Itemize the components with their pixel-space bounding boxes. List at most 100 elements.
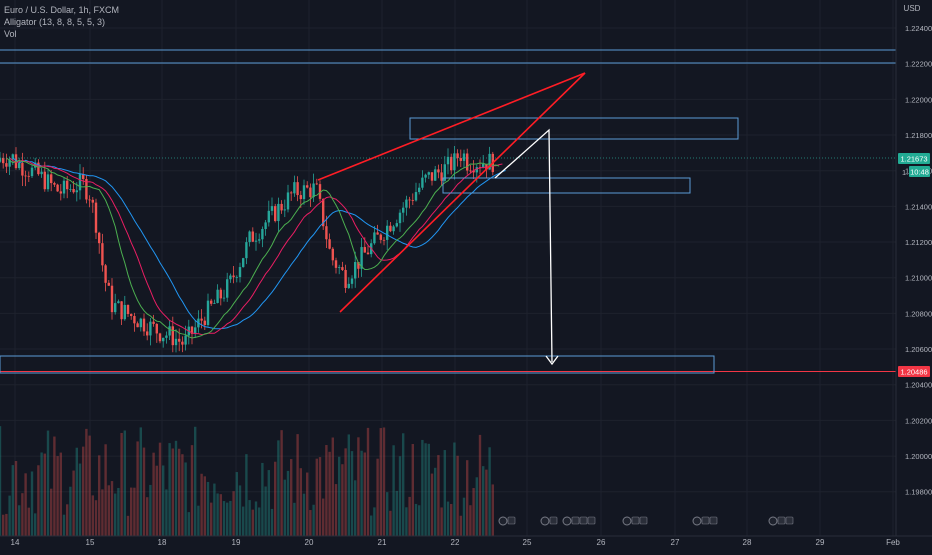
candle-body bbox=[114, 303, 117, 313]
volume-bar bbox=[331, 437, 334, 536]
volume-bar bbox=[149, 484, 152, 536]
volume-bar bbox=[270, 508, 274, 536]
volume-bar bbox=[107, 485, 110, 536]
event-markers[interactable] bbox=[498, 516, 794, 526]
volume-bar bbox=[62, 514, 66, 536]
event-flag-icon[interactable] bbox=[507, 516, 516, 525]
candle-body bbox=[40, 171, 43, 175]
candle-body bbox=[456, 153, 459, 159]
volume-bar bbox=[325, 445, 328, 536]
event-flag-icon[interactable] bbox=[631, 516, 640, 525]
event-flag-icon[interactable] bbox=[579, 516, 588, 525]
candle-body bbox=[149, 321, 152, 336]
time-tick-label: 19 bbox=[232, 538, 241, 547]
candle-body bbox=[56, 184, 59, 192]
volume-bar bbox=[24, 473, 27, 536]
candle-body bbox=[222, 297, 226, 299]
volume-indicator-label[interactable]: Vol bbox=[4, 29, 17, 39]
volume-bar bbox=[178, 448, 181, 536]
volume-bar bbox=[174, 440, 178, 536]
candle-body bbox=[94, 202, 98, 233]
candle-body bbox=[162, 337, 165, 342]
candle-body bbox=[482, 163, 485, 168]
candle-body bbox=[414, 192, 418, 201]
candle-body bbox=[181, 341, 184, 345]
event-flag-icon[interactable] bbox=[701, 516, 710, 525]
volume-bar bbox=[430, 473, 434, 536]
candle-body bbox=[203, 320, 206, 325]
alligator-indicator-label[interactable]: Alligator (13, 8, 8, 5, 5, 3) bbox=[4, 17, 106, 27]
candle-body bbox=[341, 267, 344, 270]
resistance-zone-box[interactable] bbox=[409, 117, 739, 140]
candles bbox=[0, 145, 494, 353]
candle-body bbox=[5, 163, 8, 167]
price-tick-label: 1.21000 bbox=[905, 274, 932, 283]
volume-bar bbox=[245, 454, 248, 536]
event-flag-icon[interactable] bbox=[587, 516, 596, 525]
time-tick-label: 14 bbox=[11, 538, 20, 547]
price-tick-label: 1.20400 bbox=[905, 381, 932, 390]
economic-event-icon[interactable] bbox=[622, 516, 632, 526]
wedge-upper-trendline[interactable] bbox=[317, 72, 586, 181]
volume-bar bbox=[206, 481, 210, 536]
symbol-title[interactable]: Euro / U.S. Dollar, 1h, FXCM bbox=[4, 5, 120, 15]
volume-bar bbox=[379, 428, 382, 536]
event-flag-icon[interactable] bbox=[549, 516, 558, 525]
volume-bar bbox=[11, 465, 14, 536]
currency-label[interactable]: USD bbox=[904, 4, 921, 13]
event-flag-icon[interactable] bbox=[709, 516, 718, 525]
breakdown-zone-box[interactable] bbox=[442, 177, 691, 194]
economic-event-icon[interactable] bbox=[540, 516, 550, 526]
candle-body bbox=[344, 269, 347, 288]
event-flag-icon[interactable] bbox=[785, 516, 794, 525]
candle-body bbox=[30, 167, 34, 177]
candle-body bbox=[395, 223, 398, 227]
volume-bar bbox=[238, 485, 242, 536]
economic-event-icon[interactable] bbox=[768, 516, 778, 526]
volume-bar bbox=[152, 452, 155, 536]
candle-body bbox=[216, 289, 219, 303]
candle-body bbox=[354, 262, 357, 279]
volume-bar bbox=[341, 464, 344, 536]
economic-event-icon[interactable] bbox=[498, 516, 508, 526]
event-flag-icon[interactable] bbox=[639, 516, 648, 525]
volume-bar bbox=[488, 447, 491, 536]
candle-body bbox=[117, 301, 120, 304]
economic-event-icon[interactable] bbox=[562, 516, 572, 526]
target-zone-box[interactable] bbox=[0, 355, 715, 374]
volume-bar bbox=[85, 428, 88, 536]
volume-bar bbox=[350, 451, 354, 536]
time-axis[interactable]: 14 15 18 19 20 21 22 25 26 27 28 29 Feb bbox=[0, 535, 932, 547]
volume-bar bbox=[440, 507, 443, 536]
volume-bar bbox=[318, 457, 322, 536]
event-flag-icon[interactable] bbox=[777, 516, 786, 525]
candle-body bbox=[315, 183, 318, 185]
volume-bar bbox=[181, 454, 184, 536]
volume-bar bbox=[382, 427, 386, 536]
candle-body bbox=[472, 170, 475, 173]
volume-bar bbox=[37, 465, 40, 536]
candle-body bbox=[382, 239, 386, 241]
candle-body bbox=[296, 182, 299, 196]
drawings[interactable] bbox=[0, 49, 896, 374]
candle-body bbox=[126, 304, 130, 315]
candle-body bbox=[408, 199, 411, 201]
volume-bar bbox=[222, 501, 226, 536]
candle-body bbox=[418, 187, 421, 193]
event-flag-icon[interactable] bbox=[571, 516, 580, 525]
price-axis[interactable]: USD1.224001.222001.220001.218001.216001.… bbox=[895, 0, 932, 550]
candle-body bbox=[101, 243, 104, 266]
wedge-lower-trendline[interactable] bbox=[339, 72, 586, 313]
volume-bar bbox=[53, 436, 56, 536]
projection-arrow[interactable] bbox=[494, 128, 553, 363]
candle-body bbox=[62, 180, 66, 194]
chart-legend: Euro / U.S. Dollar, 1h, FXCM Alligator (… bbox=[4, 4, 119, 40]
candle-body bbox=[325, 226, 328, 240]
candle-body bbox=[264, 222, 267, 230]
volume-bar bbox=[2, 514, 5, 536]
volume-bar bbox=[421, 439, 424, 536]
candle-body bbox=[210, 300, 213, 304]
economic-event-icon[interactable] bbox=[692, 516, 702, 526]
